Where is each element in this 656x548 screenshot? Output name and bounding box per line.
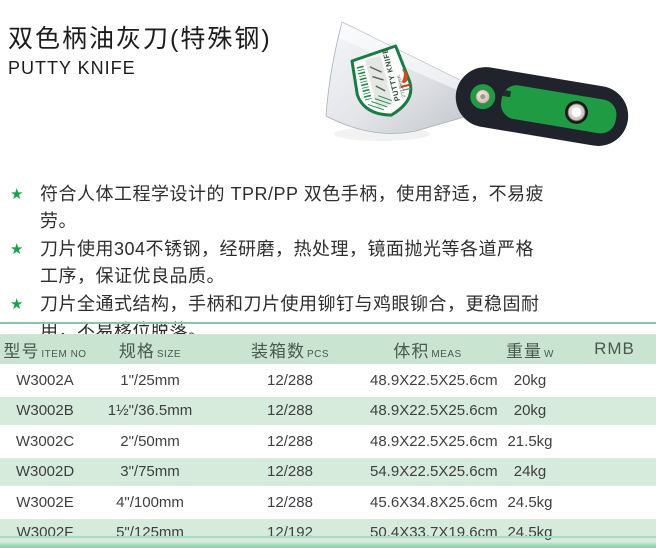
cell-rmb bbox=[575, 456, 656, 488]
cell-pcs: 12/288 bbox=[210, 395, 370, 427]
col-header-rmb: RMB bbox=[575, 334, 656, 366]
label-illustration bbox=[369, 66, 386, 92]
table-row: W3002A 1"/25mm 12/288 48.9X22.5X25.6cm 2… bbox=[0, 365, 656, 397]
cell-meas: 48.9X22.5X25.6cm bbox=[370, 426, 498, 458]
table-header-row: 型号 ITEM NO 规格 SIZE 装箱数 PCS 体积 MEAS 重量 W RMB bbox=[0, 334, 656, 366]
cell-item-no: W3002C bbox=[0, 426, 90, 458]
label-band bbox=[365, 56, 393, 108]
feature-text: 刀片使用304不锈钢，经研磨，热处理，镜面抛光等各道严格工序，保证优良品质。 bbox=[40, 239, 535, 286]
feature-item: ★ 符合人体工程学设计的 TPR/PP 双色手柄，使用舒适，不易疲劳。 bbox=[8, 181, 548, 235]
handle bbox=[455, 67, 629, 146]
cell-pcs: 12/288 bbox=[210, 487, 370, 519]
cell-pcs: 12/288 bbox=[210, 365, 370, 397]
title-block: 双色柄油灰刀(特殊钢) PUTTY KNIFE bbox=[8, 24, 272, 80]
cell-item-no: W3002A bbox=[0, 365, 90, 397]
star-icon: ★ bbox=[10, 186, 24, 203]
cell-size: 4"/100mm bbox=[90, 487, 210, 519]
cell-weight: 20kg bbox=[485, 395, 575, 427]
feature-text: 符合人体工程学设计的 TPR/PP 双色手柄，使用舒适，不易疲劳。 bbox=[40, 184, 545, 231]
cell-rmb bbox=[575, 426, 656, 458]
cell-rmb bbox=[575, 395, 656, 427]
col-header-item-no: 型号 ITEM NO bbox=[0, 334, 90, 366]
page-subtitle: PUTTY KNIFE bbox=[8, 58, 136, 78]
table-row: W3002C 2"/50mm 12/288 48.9X22.5X25.6cm 2… bbox=[0, 426, 656, 458]
col-header-size: 规格 SIZE bbox=[90, 334, 210, 366]
brand-logo-icon bbox=[400, 69, 411, 92]
cell-rmb bbox=[575, 365, 656, 397]
cell-pcs: 12/288 bbox=[210, 426, 370, 458]
table-row: W3002D 3"/75mm 12/288 54.9X22.5X25.6cm 2… bbox=[0, 456, 656, 488]
cell-item-no: W3002D bbox=[0, 456, 90, 488]
cell-rmb bbox=[575, 487, 656, 519]
cell-size: 1½"/36.5mm bbox=[90, 395, 210, 427]
table-row: W3002E 4"/100mm 12/288 45.6X34.8X25.6cm … bbox=[0, 487, 656, 519]
footer-bar bbox=[0, 541, 656, 548]
feature-list: ★ 符合人体工程学设计的 TPR/PP 双色手柄，使用舒适，不易疲劳。 ★ 刀片… bbox=[8, 181, 548, 346]
star-icon: ★ bbox=[10, 241, 24, 258]
grip-notch bbox=[502, 89, 512, 98]
cell-meas: 54.9X22.5X25.6cm bbox=[370, 456, 498, 488]
cell-weight: 21.5kg bbox=[485, 426, 575, 458]
col-header-pcs: 装箱数 PCS bbox=[210, 334, 370, 366]
cell-item-no: W3002B bbox=[0, 395, 90, 427]
cell-meas: 48.9X22.5X25.6cm bbox=[370, 395, 498, 427]
feature-item: ★ 刀片使用304不锈钢，经研磨，热处理，镜面抛光等各道严格工序，保证优良品质。 bbox=[8, 236, 548, 290]
cell-size: 3"/75mm bbox=[90, 456, 210, 488]
barcode-icon bbox=[356, 65, 372, 101]
table-bottom-rule bbox=[0, 536, 656, 538]
cell-size: 2"/50mm bbox=[90, 426, 210, 458]
table-row: W3002B 1½"/36.5mm 12/288 48.9X22.5X25.6c… bbox=[0, 395, 656, 427]
blade-glare bbox=[339, 22, 466, 94]
col-header-weight: 重量 W bbox=[485, 334, 575, 366]
rivet-center bbox=[480, 94, 486, 100]
cell-item-no: W3002E bbox=[0, 487, 90, 519]
hang-hole bbox=[571, 107, 582, 118]
blade-label: PUTTY KNIFE 2"/125mm bbox=[350, 44, 413, 117]
cell-meas: 45.6X34.8X25.6cm bbox=[370, 487, 498, 519]
page-title: 双色柄油灰刀(特殊钢) bbox=[8, 25, 272, 53]
handle-grip-insert bbox=[500, 85, 617, 134]
cell-meas: 48.9X22.5X25.6cm bbox=[370, 365, 498, 397]
cell-weight: 24.5kg bbox=[485, 487, 575, 519]
label-hatch bbox=[367, 95, 392, 111]
product-spec-table: 型号 ITEM NO 规格 SIZE 装箱数 PCS 体积 MEAS 重量 W RMB W… bbox=[0, 334, 656, 548]
star-icon: ★ bbox=[10, 296, 24, 313]
cell-weight: 24kg bbox=[485, 456, 575, 488]
cell-weight: 20kg bbox=[485, 365, 575, 397]
product-photo: PUTTY KNIFE 2"/125mm bbox=[325, 21, 629, 146]
cell-size: 1"/25mm bbox=[90, 365, 210, 397]
section-divider bbox=[0, 322, 656, 324]
col-header-meas: 体积 MEAS bbox=[370, 334, 485, 366]
cell-pcs: 12/288 bbox=[210, 456, 370, 488]
